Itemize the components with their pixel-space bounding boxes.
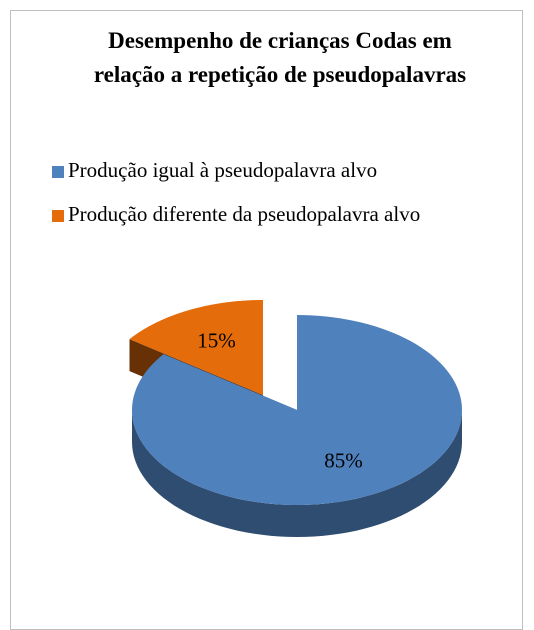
slice-top xyxy=(132,315,462,505)
chart-title: Desempenho de crianças Codas em relação … xyxy=(93,28,467,87)
legend-swatch xyxy=(52,166,64,178)
data-label: 15% xyxy=(197,328,236,352)
legend-swatch xyxy=(52,210,64,222)
legend-label: Produção igual à pseudopalavra alvo xyxy=(68,158,377,182)
slice-top xyxy=(129,300,263,395)
legend-label: Produção diferente da pseudopalavra alvo xyxy=(68,202,420,226)
slice-side xyxy=(132,410,462,537)
data-label: 85% xyxy=(324,448,363,472)
pie-slice: 85% xyxy=(132,315,462,537)
